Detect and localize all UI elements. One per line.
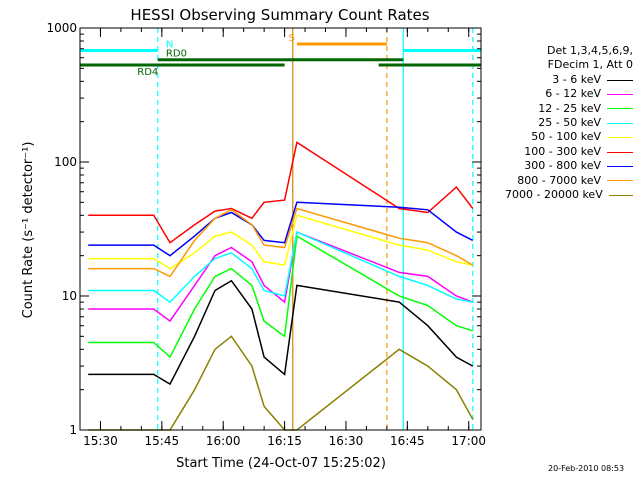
x-axis-label: Start Time (24-Oct-07 15:25:02) bbox=[176, 456, 386, 471]
legend-entries: 3 - 6 keV 6 - 12 keV 12 - 25 keV 25 - 50 ke… bbox=[505, 73, 633, 203]
flag-label: RD0 bbox=[166, 49, 187, 60]
legend-entry: 800 - 7000 keV bbox=[505, 174, 633, 188]
series-line bbox=[88, 231, 473, 304]
legend-entry: 3 - 6 keV bbox=[505, 73, 633, 87]
legend-entry: 12 - 25 keV bbox=[505, 102, 633, 116]
legend-swatch bbox=[607, 165, 633, 167]
legend-label: 6 - 12 keV bbox=[545, 87, 601, 101]
y-tick-label: 1000 bbox=[46, 21, 77, 35]
y-axis-label: Count Rate (s⁻¹ detector⁻¹) bbox=[21, 142, 36, 319]
legend-swatch bbox=[608, 194, 633, 196]
x-tick-label: 16:45 bbox=[390, 434, 425, 448]
legend-entry: 50 - 100 keV bbox=[505, 130, 633, 144]
series-line bbox=[88, 231, 474, 323]
legend-swatch bbox=[607, 137, 633, 139]
series-line bbox=[88, 279, 474, 386]
flag-label: RD4 bbox=[137, 67, 158, 78]
legend-swatch bbox=[607, 93, 633, 95]
series-line bbox=[88, 335, 474, 431]
legend-swatch bbox=[607, 122, 633, 124]
legend-entry: 7000 - 20000 keV bbox=[505, 188, 633, 202]
x-tick-label: 17:00 bbox=[451, 434, 486, 448]
legend-label: 25 - 50 keV bbox=[538, 116, 601, 130]
y-tick-label: 10 bbox=[62, 289, 77, 303]
legend-swatch bbox=[607, 151, 633, 153]
legend-label: 12 - 25 keV bbox=[538, 101, 601, 115]
legend-header-line1: Det 1,3,4,5,6,9, bbox=[546, 44, 633, 57]
series-line bbox=[88, 214, 473, 270]
y-tick-label: 100 bbox=[54, 155, 77, 169]
legend-entry: 300 - 800 keV bbox=[505, 159, 633, 173]
x-tick-label: 16:00 bbox=[206, 434, 241, 448]
legend-header-line2: FDecim 1, Att 0 bbox=[547, 58, 633, 72]
legend-label: 7000 - 20000 keV bbox=[505, 188, 603, 202]
legend-entry: 100 - 300 keV bbox=[505, 145, 633, 159]
legend-swatch bbox=[607, 180, 633, 182]
x-tick-label: 15:30 bbox=[83, 434, 118, 448]
legend-label: 50 - 100 keV bbox=[531, 130, 601, 144]
legend-swatch bbox=[607, 108, 633, 110]
legend-entry: 25 - 50 keV bbox=[505, 116, 633, 130]
legend-label: 100 - 300 keV bbox=[524, 144, 601, 158]
series-line bbox=[88, 234, 474, 359]
y-tick-label: 1 bbox=[69, 423, 77, 437]
series-line bbox=[88, 141, 474, 244]
datestamp: 20-Feb-2010 08:53 bbox=[548, 464, 625, 473]
flag-label: S bbox=[289, 33, 295, 44]
legend-swatch bbox=[607, 79, 633, 81]
plot-frame bbox=[79, 27, 482, 431]
x-tick-label: 16:30 bbox=[329, 434, 364, 448]
legend-label: 300 - 800 keV bbox=[524, 159, 601, 173]
series-line bbox=[88, 207, 474, 278]
legend-label: 800 - 7000 keV bbox=[517, 173, 601, 187]
x-tick-label: 16:15 bbox=[267, 434, 302, 448]
x-tick-label: 15:45 bbox=[145, 434, 180, 448]
chart-title: HESSI Observing Summary Count Rates bbox=[130, 6, 429, 24]
flag-label: N bbox=[166, 39, 173, 50]
series-line bbox=[88, 201, 474, 257]
legend-label: 3 - 6 keV bbox=[552, 72, 601, 86]
legend: Det 1,3,4,5,6,9, FDecim 1, Att 0 3 - 6 k… bbox=[505, 44, 633, 202]
legend-entry: 6 - 12 keV bbox=[505, 87, 633, 101]
